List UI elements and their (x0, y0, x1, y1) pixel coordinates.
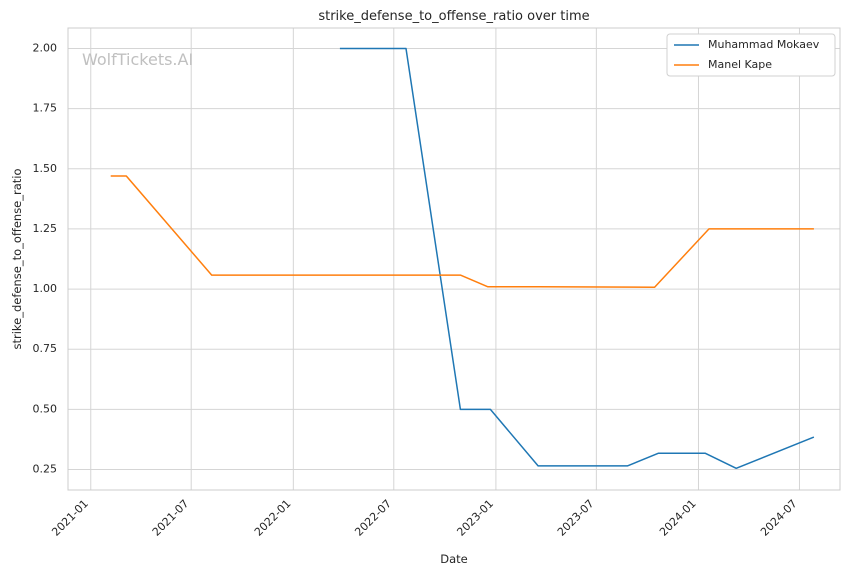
x-tick-label: 2023-07 (555, 497, 597, 539)
x-tick-label: 2024-07 (758, 497, 800, 539)
legend-label: Manel Kape (708, 58, 772, 71)
y-tick-label: 0.75 (33, 342, 58, 355)
legend: Muhammad Mokaev Manel Kape (666, 33, 836, 77)
y-tick-label: 0.50 (33, 402, 58, 415)
plot-frame (67, 27, 841, 491)
legend-label: Muhammad Mokaev (708, 38, 820, 51)
grid (68, 28, 840, 490)
series-lines (110, 47, 815, 470)
y-axis-label: strike_defense_to_offense_ratio (10, 168, 24, 349)
x-tick-label: 2021-01 (49, 497, 91, 539)
chart-title: strike_defense_to_offense_ratio over tim… (318, 9, 589, 24)
x-tick-label: 2022-07 (352, 497, 394, 539)
series-line-muhammad-mokaev (339, 47, 815, 470)
y-tick-label: 0.25 (33, 463, 58, 476)
x-tick-label: 2022-01 (252, 497, 294, 539)
y-tick-label: 2.00 (33, 41, 58, 54)
x-axis-label: Date (440, 552, 468, 566)
y-tick-label: 1.50 (33, 162, 58, 175)
series-line-manel-kape (110, 175, 814, 288)
y-tick-label: 1.25 (33, 222, 58, 235)
y-tick-label: 1.00 (33, 282, 58, 295)
x-tick-label: 2023-01 (454, 497, 496, 539)
legend-box (666, 33, 836, 77)
watermark: WolfTickets.AI (82, 50, 193, 69)
x-tick-label: 2024-01 (657, 497, 699, 539)
y-tick-label: 1.75 (33, 102, 58, 115)
x-tick-label: 2021-07 (150, 497, 192, 539)
